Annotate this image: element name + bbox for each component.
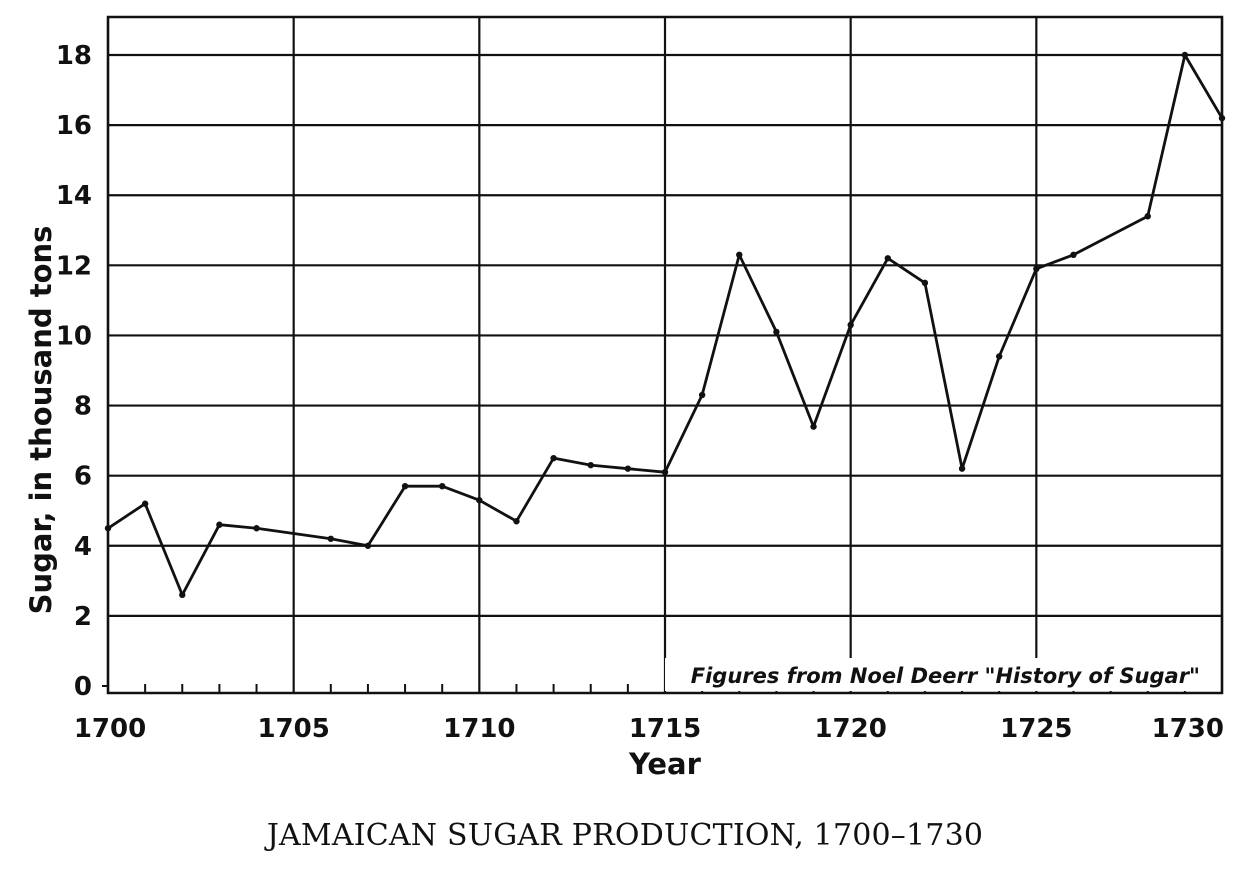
data-point-1722 xyxy=(921,279,929,287)
data-point-1707 xyxy=(364,542,372,549)
source-note-background xyxy=(665,658,1220,691)
y-tick-label-8: 8 xyxy=(74,392,92,422)
data-point-1711 xyxy=(513,518,520,525)
data-point-1703 xyxy=(216,521,223,528)
y-axis-title: Sugar, in thousand tons xyxy=(24,226,58,615)
plot-frame xyxy=(106,15,1224,695)
figure-caption: JAMAICAN SUGAR PRODUCTION, 1700–1730 xyxy=(266,818,984,853)
source-note: Figures from Noel Deerr "History of Suga… xyxy=(691,664,1200,688)
x-tick-label-1705: 1705 xyxy=(257,714,329,744)
data-point-1719 xyxy=(810,423,817,430)
data-point-1723 xyxy=(958,465,966,472)
y-tick-label-10: 10 xyxy=(56,321,92,351)
data-point-1706 xyxy=(327,535,334,542)
grid xyxy=(102,17,1224,693)
data-point-1726 xyxy=(1070,251,1077,259)
data-point-1704 xyxy=(253,525,260,532)
series-sugar xyxy=(104,51,1226,599)
data-point-1700 xyxy=(104,525,112,532)
data-point-1709 xyxy=(439,482,446,490)
data-point-1716 xyxy=(698,391,706,399)
data-point-1728 xyxy=(1144,213,1151,220)
x-axis-ticks: 1700 1705 1710 1715 1720 1725 1730 xyxy=(74,714,1224,744)
data-point-1702 xyxy=(179,591,186,599)
data-point-1701 xyxy=(141,500,149,507)
y-tick-label-4: 4 xyxy=(74,532,92,562)
data-point-1724 xyxy=(996,353,1003,360)
data-point-1713 xyxy=(587,461,594,469)
data-point-1721 xyxy=(884,255,891,262)
data-point-1710 xyxy=(476,497,483,504)
y-tick-label-6: 6 xyxy=(74,462,92,492)
y-tick-label-0: 0 xyxy=(74,672,92,702)
y-tick-label-16: 16 xyxy=(56,111,92,141)
x-tick-label-1715: 1715 xyxy=(629,714,701,744)
x-tick-label-1730: 1730 xyxy=(1152,714,1224,744)
y-tick-label-12: 12 xyxy=(56,251,92,281)
x-tick-label-1700: 1700 xyxy=(74,714,146,744)
x-tick-label-1710: 1710 xyxy=(443,714,515,744)
data-point-1718 xyxy=(773,328,780,336)
data-point-1725 xyxy=(1033,265,1040,273)
data-point-1729 xyxy=(1181,51,1189,59)
data-point-1717 xyxy=(736,251,743,259)
x-tick-label-1720: 1720 xyxy=(814,714,886,744)
data-point-1730 xyxy=(1218,114,1226,122)
data-point-1720 xyxy=(847,321,854,329)
y-tick-label-2: 2 xyxy=(74,602,92,632)
x-tick-label-1725: 1725 xyxy=(1000,714,1072,744)
data-point-1714 xyxy=(624,465,632,472)
data-point-1708 xyxy=(401,482,409,490)
data-point-1712 xyxy=(550,454,557,462)
x-axis-title: Year xyxy=(628,747,702,781)
data-point-1715 xyxy=(661,468,669,476)
y-axis-ticks: 0 2 4 6 8 10 12 14 16 18 xyxy=(56,41,92,702)
y-tick-label-18: 18 xyxy=(56,41,92,71)
y-tick-label-14: 14 xyxy=(56,181,92,211)
